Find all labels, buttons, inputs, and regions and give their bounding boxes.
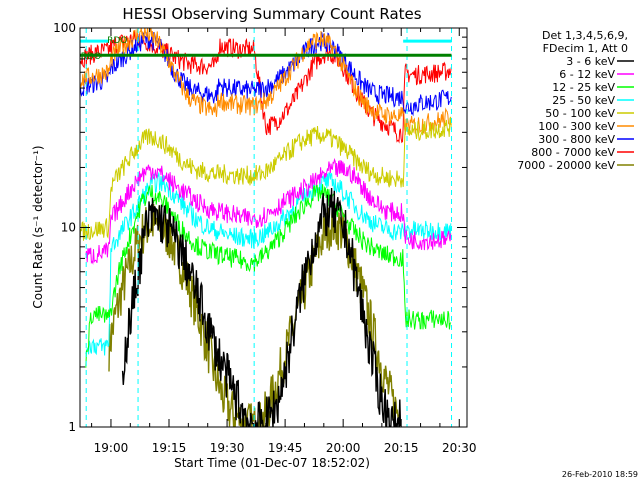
series-line-5	[80, 28, 452, 135]
legend-label-2: 12 - 25 keV	[552, 81, 615, 94]
y-tick-label-1: 10	[61, 221, 76, 235]
x-tick-label-4: 20:00	[326, 441, 361, 455]
series-0	[121, 187, 402, 427]
series-4	[80, 116, 452, 241]
y-tick-label-2: 100	[53, 21, 76, 35]
annotation-1: RDO	[81, 52, 101, 62]
legend-label-8: 7000 - 20000 keV	[517, 159, 615, 172]
series-line-4	[80, 116, 452, 241]
annotation-0: RDO	[107, 36, 127, 46]
legend-label-4: 50 - 100 keV	[545, 107, 615, 120]
legend: Det 1,3,4,5,6,9,FDecim 1, Att 03 - 6 keV…	[517, 29, 634, 172]
series-line-0	[121, 187, 402, 427]
series-6	[80, 31, 452, 117]
legend-label-6: 300 - 800 keV	[538, 133, 615, 146]
x-tick-label-2: 19:30	[210, 441, 245, 455]
legend-label-5: 100 - 300 keV	[538, 120, 615, 133]
ticks-layer: 19:00 19:15 19:30 19:45 20:00 20:15 20:30 1 10 10…	[53, 21, 476, 455]
x-tick-label-1: 19:15	[152, 441, 187, 455]
legend-label-0: 3 - 6 keV	[566, 55, 615, 68]
legend-header-1: FDecim 1, Att 0	[543, 42, 628, 55]
plot-timestamp: 26-Feb-2010 18:59	[562, 470, 638, 479]
y-tick-label-0: 1	[68, 420, 76, 434]
x-tick-label-0: 19:00	[94, 441, 129, 455]
series-layer	[80, 28, 452, 427]
series-1	[85, 157, 452, 265]
legend-header-0: Det 1,3,4,5,6,9,	[542, 29, 628, 42]
x-tick-label-6: 20:30	[442, 441, 477, 455]
x-tick-label-5: 20:15	[384, 441, 419, 455]
series-3	[85, 172, 452, 356]
legend-label-7: 800 - 7000 keV	[531, 146, 615, 159]
series-line-3	[85, 172, 452, 356]
series-line-6	[80, 31, 452, 117]
x-axis-label: Start Time (01-Dec-07 18:52:02)	[174, 456, 370, 470]
annotations: RDO RDO	[81, 36, 128, 62]
series-5	[80, 28, 452, 135]
x-tick-label-3: 19:45	[268, 441, 303, 455]
series-2	[85, 183, 452, 368]
series-line-2	[85, 183, 452, 368]
chart-title: HESSI Observing Summary Count Rates	[122, 5, 421, 23]
legend-label-1: 6 - 12 keV	[559, 68, 615, 81]
series-line-1	[85, 157, 452, 265]
y-axis-label: Count Rate (s⁻¹ detector⁻¹)	[31, 145, 45, 308]
legend-label-3: 25 - 50 keV	[552, 94, 615, 107]
